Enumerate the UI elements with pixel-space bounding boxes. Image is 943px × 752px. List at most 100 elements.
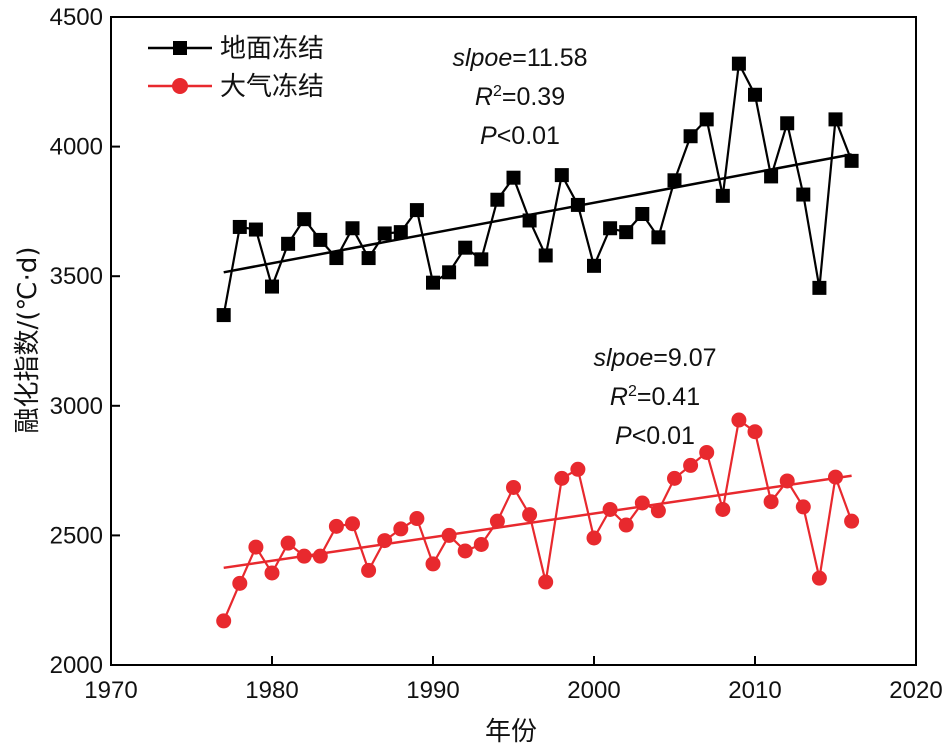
- data-point-air: [473, 536, 489, 552]
- slope-text-ground: slpoe=11.58: [452, 44, 587, 72]
- data-point-air: [570, 461, 586, 477]
- data-point-air: [538, 574, 554, 590]
- data-point-air: [457, 543, 473, 559]
- data-point-air: [683, 457, 699, 473]
- stats-annotation-air: slpoe=9.07 R2=0.41 P<0.01: [593, 344, 716, 450]
- legend-marker-ground: [173, 41, 187, 55]
- data-point-ground: [377, 226, 392, 241]
- data-point-ground: [667, 173, 682, 188]
- data-point-ground: [248, 222, 263, 237]
- data-point-air: [248, 539, 264, 555]
- data-point-ground: [426, 275, 440, 290]
- data-point-ground: [474, 252, 489, 267]
- trend-line-ground: [223, 153, 852, 274]
- data-point-air: [554, 470, 570, 486]
- legend-label-air: 大气冻结: [220, 72, 324, 102]
- data-point-ground: [393, 225, 408, 240]
- data-point-air: [763, 494, 779, 510]
- p-text-ground: P<0.01: [480, 122, 560, 150]
- legend: 地面冻结 大气冻结: [148, 34, 324, 102]
- data-point-air: [602, 501, 618, 517]
- data-point-ground: [506, 170, 521, 185]
- y-tick-label: 3500: [50, 263, 103, 290]
- data-point-air: [650, 503, 666, 519]
- data-point-air: [618, 517, 634, 533]
- x-tick-label: 1980: [245, 677, 298, 704]
- data-point-ground: [570, 197, 585, 212]
- data-point-air: [441, 527, 457, 543]
- data-point-air: [667, 470, 682, 486]
- data-point-ground: [297, 212, 312, 227]
- data-point-ground: [538, 248, 553, 263]
- slope-text-air: slpoe=9.07: [593, 344, 716, 372]
- data-point-air: [393, 521, 409, 537]
- x-tick-label: 2020: [889, 677, 942, 704]
- legend-label-ground: 地面冻结: [220, 34, 324, 64]
- data-point-air: [409, 511, 425, 527]
- y-axis-title: 融化指数/(℃·d): [13, 246, 43, 433]
- x-tick-label: 1990: [406, 677, 459, 704]
- data-point-ground: [281, 236, 296, 251]
- y-tick-label: 4000: [50, 134, 103, 161]
- data-point-ground: [554, 168, 569, 183]
- data-point-ground: [265, 279, 279, 294]
- data-point-air: [216, 613, 232, 629]
- data-point-air: [506, 479, 521, 495]
- data-point-air: [328, 518, 344, 534]
- axes: 1970 1980 1990 2000 2010 2020 2000 2500 3000 3500…: [50, 4, 943, 704]
- data-point-ground: [329, 251, 344, 266]
- data-point-air: [699, 444, 715, 460]
- y-tick-label: 3000: [50, 393, 103, 420]
- data-point-ground: [232, 219, 247, 234]
- data-point-air: [280, 535, 296, 551]
- data-point-air: [795, 499, 811, 515]
- data-point-ground: [780, 116, 795, 131]
- stats-annotation-ground: slpoe=11.58 R2=0.39 P<0.01: [452, 44, 587, 150]
- data-point-air: [779, 473, 795, 489]
- trend-lines: [223, 153, 852, 570]
- data-point-ground: [603, 221, 618, 236]
- r2-text-air: R2=0.41: [610, 383, 700, 411]
- data-point-ground: [635, 206, 650, 221]
- data-point-ground: [812, 280, 827, 295]
- data-point-air: [489, 513, 505, 529]
- series-layer: [216, 56, 860, 629]
- data-point-ground: [683, 129, 698, 144]
- p-text-air: P<0.01: [615, 422, 695, 450]
- data-point-air: [634, 495, 650, 511]
- data-point-ground: [345, 221, 360, 236]
- data-point-air: [844, 513, 860, 529]
- data-point-ground: [731, 56, 746, 71]
- data-point-air: [296, 548, 312, 564]
- data-point-ground: [490, 192, 505, 207]
- data-point-ground: [522, 213, 537, 228]
- data-point-ground: [715, 188, 730, 203]
- legend-marker-air: [172, 78, 188, 94]
- y-tick-label: 2000: [50, 652, 103, 679]
- data-point-air: [828, 469, 843, 485]
- x-tick-label: 2000: [567, 677, 620, 704]
- data-point-ground: [764, 169, 779, 184]
- data-point-ground: [651, 230, 666, 245]
- series-line-ground: [222, 59, 853, 316]
- data-point-air: [811, 570, 827, 586]
- r2-text-ground: R2=0.39: [475, 83, 565, 111]
- data-point-air: [312, 548, 328, 564]
- plot-frame: [110, 16, 917, 666]
- data-point-air: [345, 516, 360, 532]
- data-point-air: [232, 575, 248, 591]
- data-point-air: [522, 507, 538, 523]
- data-point-air: [586, 530, 602, 546]
- data-point-air: [377, 533, 393, 549]
- data-point-ground: [619, 225, 634, 240]
- data-point-ground: [844, 153, 859, 168]
- trend-line-air: [223, 474, 852, 570]
- data-point-ground: [409, 203, 424, 218]
- data-point-air: [731, 412, 747, 428]
- data-point-air: [715, 501, 731, 517]
- series-line-air: [222, 418, 853, 622]
- x-tick-label: 2010: [728, 677, 781, 704]
- data-point-ground: [587, 258, 601, 273]
- data-point-ground: [216, 308, 231, 323]
